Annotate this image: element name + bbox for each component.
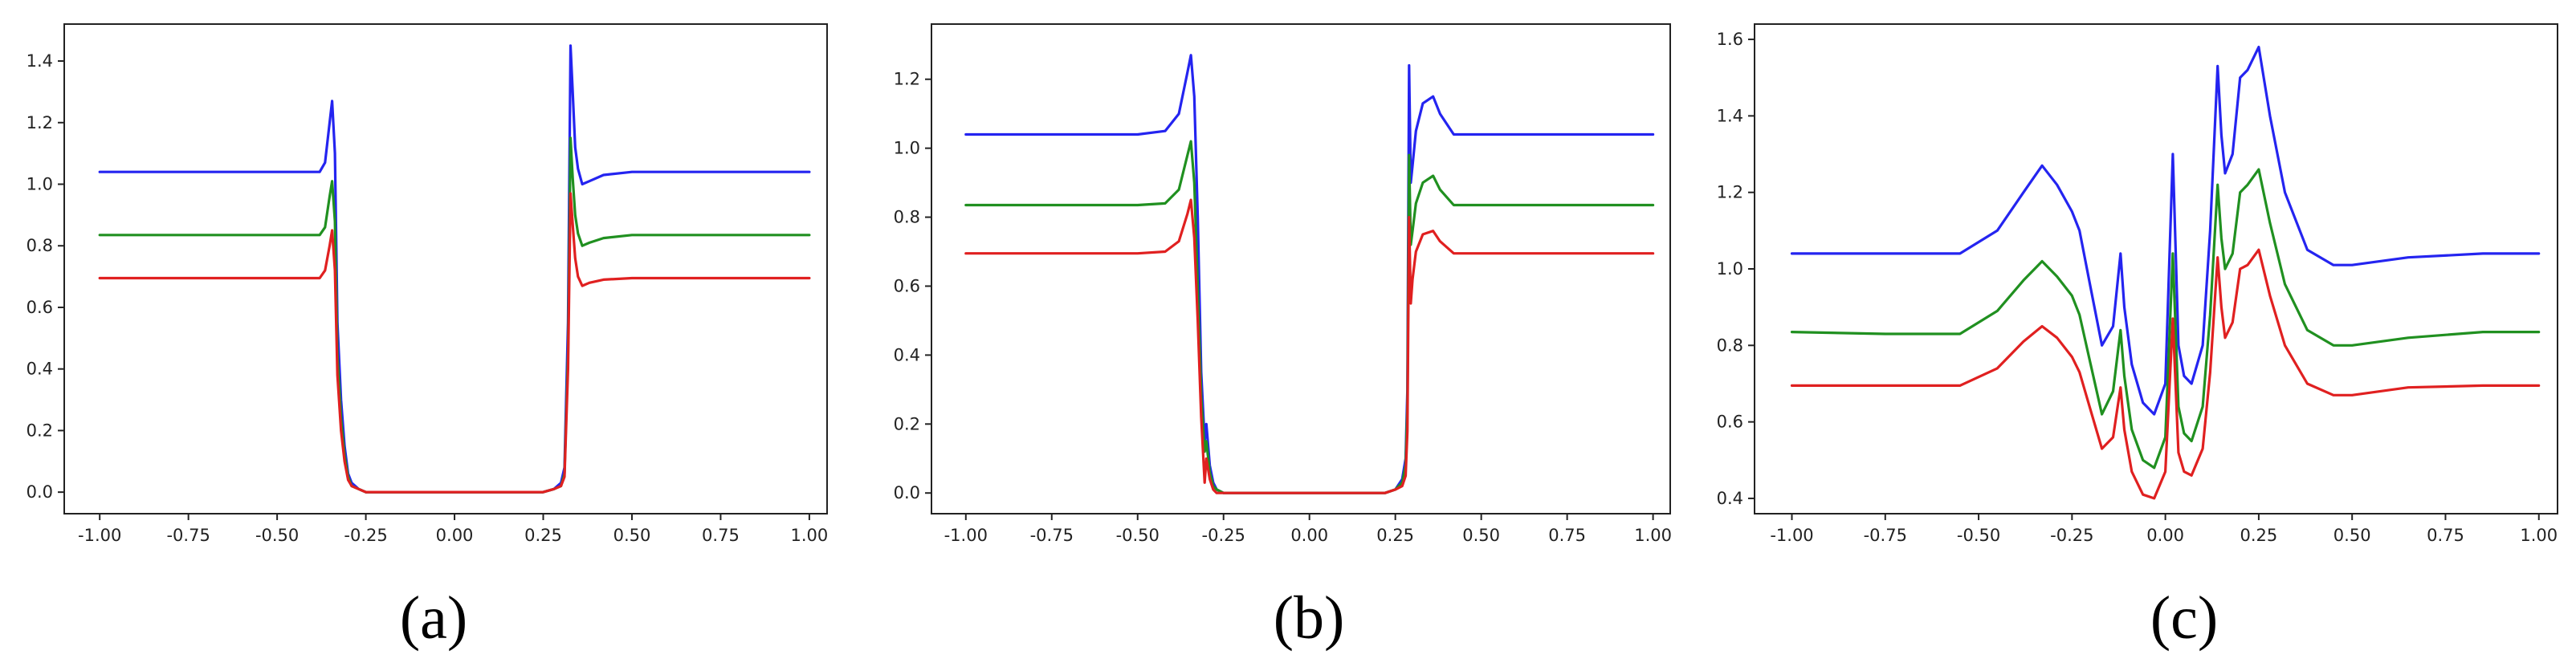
plot-frame [63,23,828,514]
y-tick-label: 1.2 [894,70,920,89]
y-tick-label: 0.4 [1717,489,1743,508]
y-tick-label: 1.0 [1717,259,1743,279]
x-tick-label: 0.00 [1290,526,1328,545]
y-tick-label: 0.6 [1717,413,1743,432]
series-line-1 [98,44,811,494]
x-tick-label: 0.25 [1376,526,1414,545]
chart-panel-2: -1.00 -0.75 -0.50 -0.25 0.00 0.25 0.50 0.75 1.00… [894,23,1672,545]
y-tick-label: 0.2 [894,414,920,433]
x-tick-label: 0.00 [2146,526,2184,545]
series-line-1 [1790,46,2541,416]
series-line-3 [964,198,1655,494]
chart-panel-3: -1.00 -0.75 -0.50 -0.25 0.00 0.25 0.50 0.75 1.00… [1717,23,2558,545]
series-line-3 [1790,248,2541,500]
x-tick-label: 1.00 [1634,526,1672,545]
y-tick-label: 0.8 [1717,336,1743,355]
x-tick-label: -1.00 [78,526,121,545]
x-tick-label: -0.75 [166,526,210,545]
series-line-3 [98,192,811,494]
x-tick-label: -0.75 [1030,526,1074,545]
panel-label: (b) [1274,584,1345,652]
y-tick-label: 0.4 [26,360,53,379]
y-tick-label: 0.6 [26,298,53,317]
x-tick-label: 0.00 [436,526,474,545]
y-tick-label: 1.4 [26,51,53,71]
y-tick-label: 0.8 [26,236,53,255]
y-tick-label: 0.6 [894,276,920,295]
x-tick-label: 0.50 [2333,526,2371,545]
x-tick-label: -0.25 [2050,526,2093,545]
y-tick-label: 0.0 [894,483,920,502]
x-tick-label: 1.00 [791,526,829,545]
x-tick-label: -0.25 [1202,526,1245,545]
series-line-2 [98,136,811,494]
x-tick-label: -0.50 [1116,526,1160,545]
chart-panel-1: -1.00 -0.75 -0.50 -0.25 0.00 0.25 0.50 0.75 1.00… [26,23,829,545]
x-tick-label: 0.25 [524,526,562,545]
series-line-2 [964,140,1655,494]
plot-frame [931,23,1671,514]
x-tick-label: 0.50 [613,526,651,545]
x-tick-label: -1.00 [944,526,988,545]
y-tick-label: 0.0 [26,482,53,502]
x-tick-label: -0.25 [344,526,387,545]
plot-frame [1754,23,2558,514]
x-tick-label: 0.75 [2427,526,2464,545]
y-tick-label: 1.2 [1717,183,1743,202]
x-tick-label: -0.50 [255,526,299,545]
y-tick-label: 0.8 [894,208,920,227]
x-tick-label: 0.75 [702,526,740,545]
x-tick-label: 1.00 [2520,526,2558,545]
y-tick-label: 1.0 [26,174,53,193]
x-tick-label: -1.00 [1770,526,1813,545]
x-tick-label: 0.25 [2240,526,2278,545]
x-tick-label: 0.50 [1462,526,1500,545]
x-tick-label: -0.50 [1957,526,2000,545]
y-tick-label: 0.4 [894,345,920,364]
y-tick-label: 1.6 [1717,30,1743,49]
y-tick-label: 1.0 [894,139,920,158]
x-tick-label: 0.75 [1548,526,1586,545]
series-line-1 [964,54,1655,494]
panel-label: (a) [400,584,467,652]
y-tick-label: 1.4 [1717,106,1743,125]
panel-label: (c) [2150,584,2218,652]
x-tick-label: -0.75 [1864,526,1907,545]
y-tick-label: 1.2 [26,113,53,132]
y-tick-label: 0.2 [26,421,53,440]
series-line-2 [1790,168,2541,470]
